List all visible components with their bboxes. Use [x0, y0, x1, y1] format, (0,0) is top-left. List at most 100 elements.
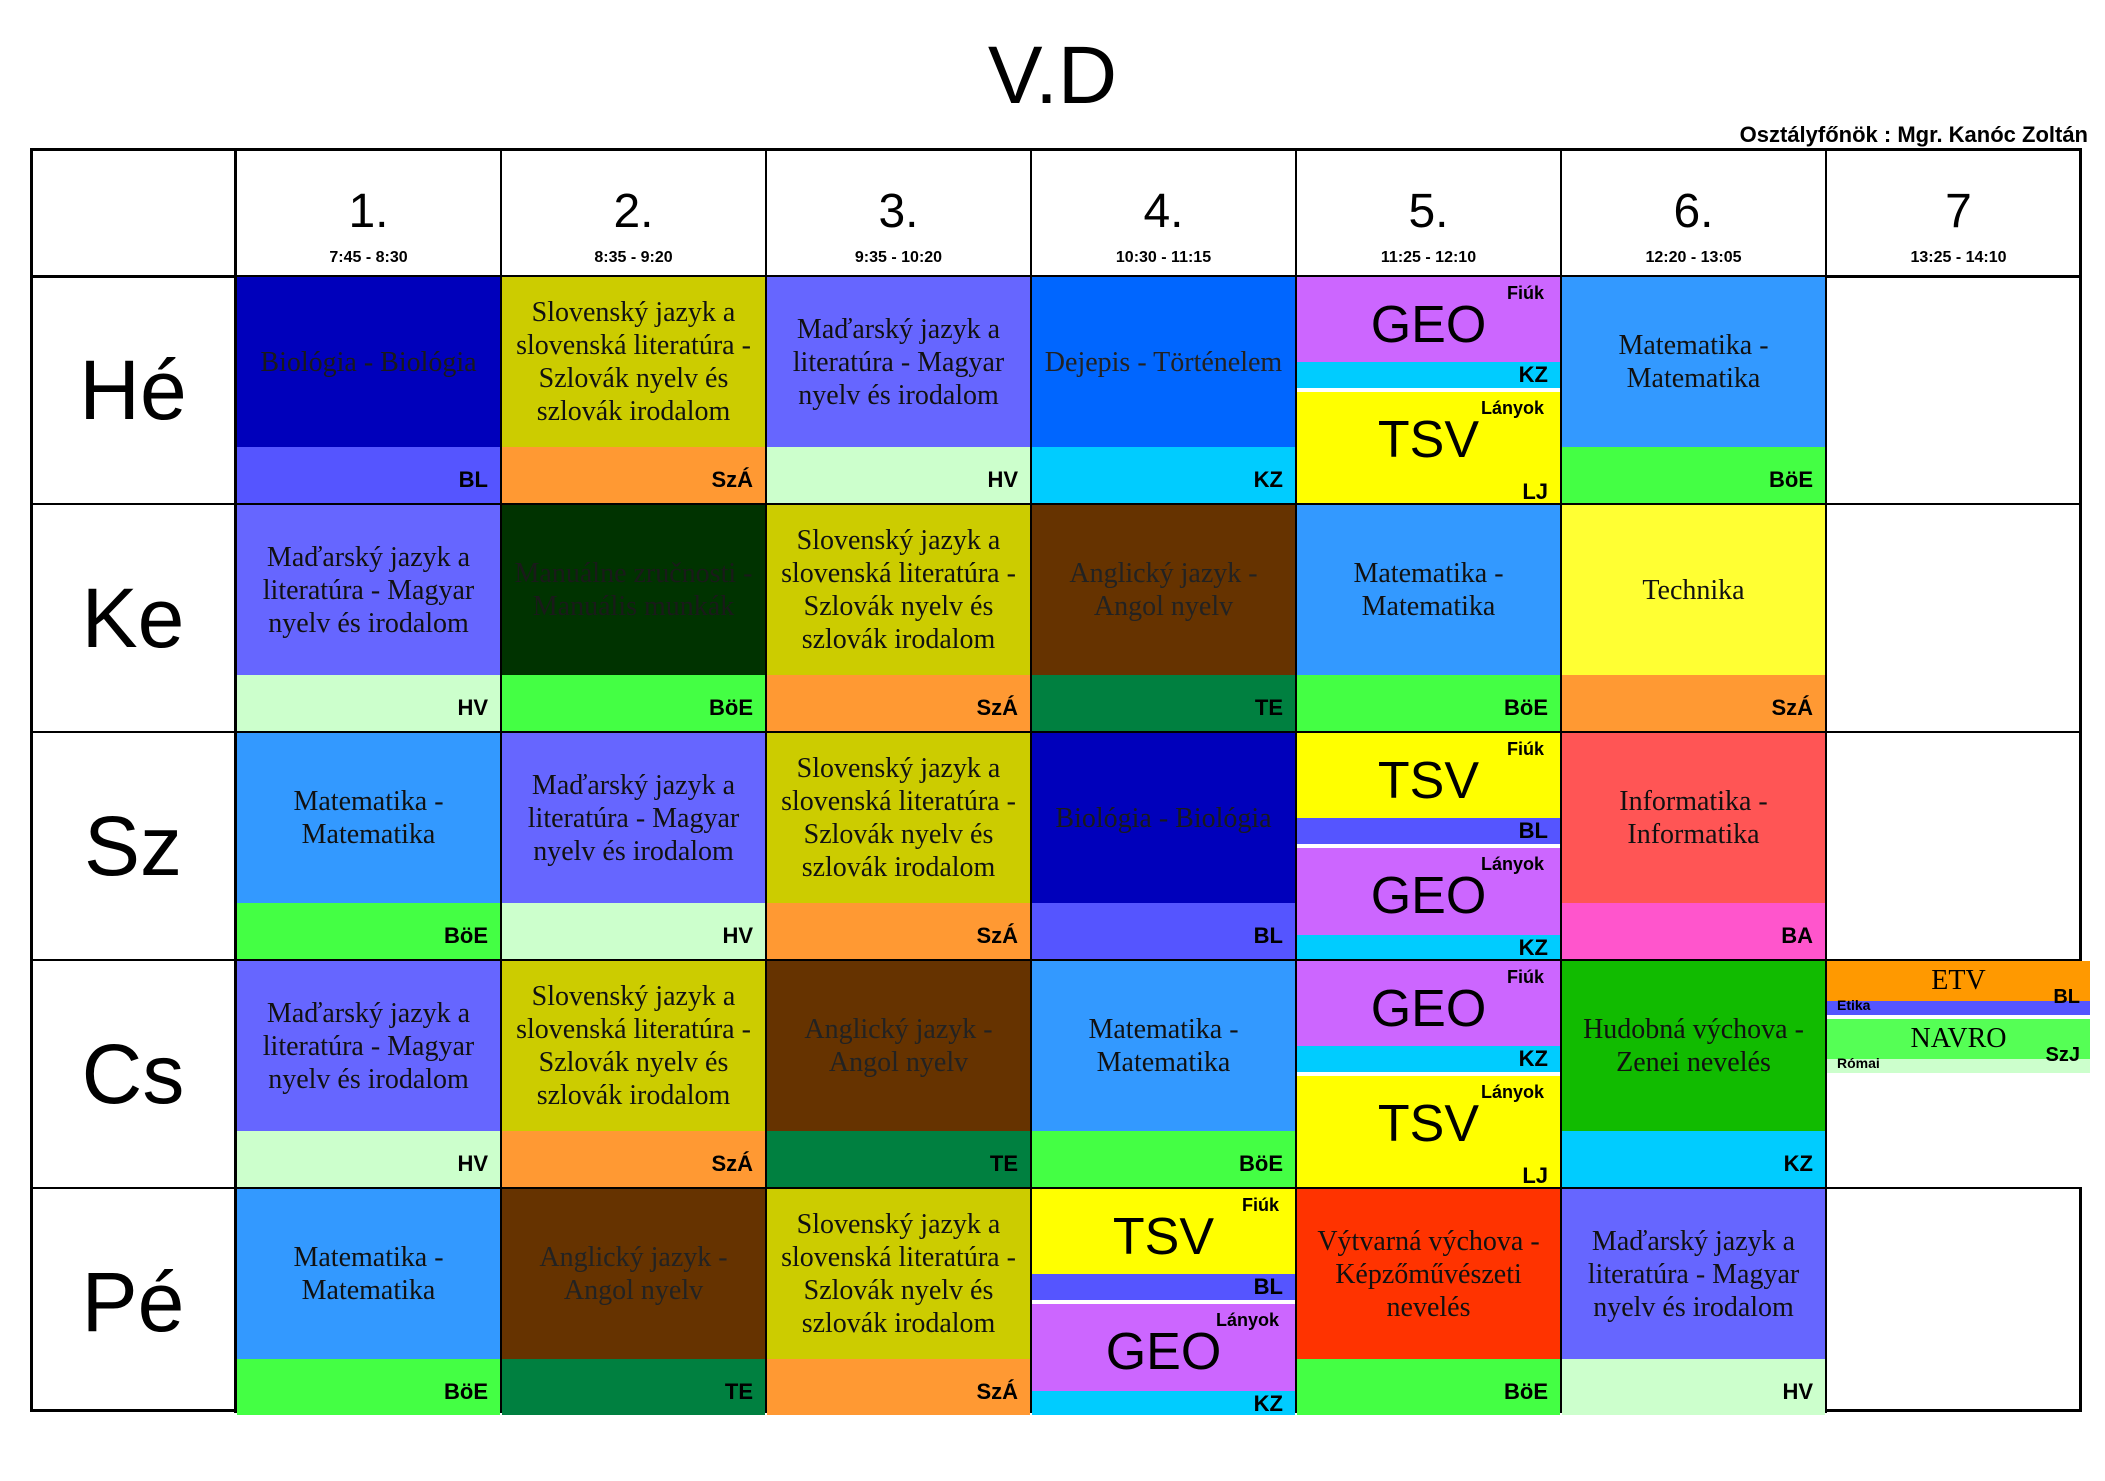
teacher-code: SzÁ — [711, 1151, 753, 1176]
lesson-subject-area: Matematika - Matematika — [237, 733, 500, 903]
lesson-subject-area: Maďarský jazyk a literatúra - Magyar nye… — [237, 961, 500, 1131]
column-divider — [1295, 151, 1297, 1413]
group-lesson[interactable]: Fiúk TSV BL — [1297, 733, 1560, 844]
lesson-cell[interactable]: Matematika - Matematika BöE — [237, 733, 500, 959]
lesson-cell[interactable]: Manuálne zručnosti - Manuális munkák BöE — [502, 505, 765, 731]
lesson-subject: Matematika - Matematika — [1353, 558, 1504, 622]
lesson-cell[interactable]: Maďarský jazyk a literatúra - Magyar nye… — [767, 277, 1030, 503]
teacher-code: BL — [2053, 986, 2080, 1008]
period-time: 11:25 - 12:10 — [1380, 249, 1477, 266]
lesson-cell[interactable]: Matematika - Matematika BöE — [1562, 277, 1825, 503]
split-lesson-cell[interactable]: Fiúk GEO KZ Lányok TSV LJ — [1297, 277, 1560, 503]
lesson-cell[interactable]: Výtvarná výchova - Képzőművészeti nevelé… — [1297, 1189, 1560, 1415]
lesson-cell[interactable]: Slovenský jazyk a slovenská literatúra -… — [502, 277, 765, 503]
lesson-subject: Slovenský jazyk a slovenská literatúra -… — [781, 753, 1016, 883]
lesson-cell[interactable]: Slovenský jazyk a slovenská literatúra -… — [502, 961, 765, 1187]
lesson-subject-area: Slovenský jazyk a slovenská literatúra -… — [767, 1189, 1030, 1359]
class-teacher: Osztályfőnök : Mgr. Kanóc Zoltán — [1739, 122, 2088, 147]
lesson-cell[interactable]: Anglický jazyk - Angol nyelv TE — [1032, 505, 1295, 731]
lesson-cell[interactable]: Biológia - Biológia BL — [237, 277, 500, 503]
teacher-code: SzÁ — [711, 467, 753, 492]
lesson-cell[interactable]: Maďarský jazyk a literatúra - Magyar nye… — [237, 961, 500, 1187]
lesson-cell[interactable]: Slovenský jazyk a slovenská literatúra -… — [767, 1189, 1030, 1415]
teacher-bar: LJ — [1297, 1163, 1560, 1187]
lesson-cell[interactable]: Matematika - Matematika BöE — [237, 1189, 500, 1415]
lesson-cell[interactable]: Anglický jazyk - Angol nyelv TE — [767, 961, 1030, 1187]
lesson-subject-area: Hudobná výchova - Zenei nevelés — [1562, 961, 1825, 1131]
teacher-code: SzÁ — [1771, 695, 1813, 720]
teacher-bar: BöE — [1032, 1131, 1295, 1187]
elective-lesson[interactable]: ETV Etika BL — [1827, 961, 2090, 1015]
teacher-bar: BL — [1297, 818, 1560, 844]
group-subject: GEO — [1370, 980, 1487, 1038]
elective-lesson[interactable]: NAVRO Római SzJ — [1827, 1019, 2090, 1073]
period-time: 12:20 - 13:05 — [1645, 249, 1742, 266]
group-subject: TSV — [1377, 1095, 1480, 1153]
lesson-cell[interactable]: Slovenský jazyk a slovenská literatúra -… — [767, 505, 1030, 731]
group-lesson[interactable]: Fiúk GEO KZ — [1297, 961, 1560, 1072]
teacher-code: LJ — [1522, 1163, 1548, 1187]
lesson-cell[interactable]: Dejepis - Történelem KZ — [1032, 277, 1295, 503]
split-lesson-cell[interactable]: Fiúk TSV BL Lányok GEO KZ — [1297, 733, 1560, 959]
teacher-bar: BöE — [1297, 675, 1560, 731]
column-divider — [1825, 151, 1827, 1413]
period-number: 7 — [1945, 185, 1972, 238]
teacher-bar: KZ — [1297, 935, 1560, 959]
period-header: 4. 10:30 - 11:15 — [1031, 151, 1296, 273]
group-lesson[interactable]: Fiúk TSV BL — [1032, 1189, 1295, 1300]
group-label: Lányok — [1480, 854, 1544, 874]
lesson-cell[interactable]: Informatika - Informatika BA — [1562, 733, 1825, 959]
teacher-bar: KZ — [1562, 1131, 1825, 1187]
lesson-cell[interactable]: Technika SzÁ — [1562, 505, 1825, 731]
period-time: 9:35 - 10:20 — [854, 249, 943, 266]
lesson-cell[interactable]: Maďarský jazyk a literatúra - Magyar nye… — [1562, 1189, 1825, 1415]
lesson-subject-area: Maďarský jazyk a literatúra - Magyar nye… — [502, 733, 765, 903]
lesson-subject: Technika — [1642, 574, 1745, 606]
lesson-subject-area: Maďarský jazyk a literatúra - Magyar nye… — [767, 277, 1030, 447]
teacher-bar: SzÁ — [1562, 675, 1825, 731]
elective-cell[interactable]: ETV Etika BL NAVRO Római SzJ — [1827, 961, 2090, 1187]
group-lesson[interactable]: Fiúk GEO KZ — [1297, 277, 1560, 388]
day-header: Sz — [83, 799, 183, 893]
lesson-cell[interactable]: Hudobná výchova - Zenei nevelés KZ — [1562, 961, 1825, 1187]
row-divider — [33, 1187, 2079, 1189]
lesson-subject-area: Anglický jazyk - Angol nyelv — [1032, 505, 1295, 675]
teacher-bar: SzÁ — [767, 1359, 1030, 1415]
teacher-code: KZ — [1518, 362, 1548, 387]
lesson-subject-area: Maďarský jazyk a literatúra - Magyar nye… — [237, 505, 500, 675]
teacher-bar: BöE — [237, 1359, 500, 1415]
column-divider — [500, 151, 502, 1413]
day-header: Ke — [81, 571, 185, 665]
row-divider — [33, 275, 2079, 278]
split-lesson-cell[interactable]: Fiúk GEO KZ Lányok TSV LJ — [1297, 961, 1560, 1187]
teacher-bar: BöE — [1562, 447, 1825, 503]
period-header: 2. 8:35 - 9:20 — [501, 151, 766, 273]
lesson-subject: Matematika - Matematika — [1618, 330, 1769, 394]
lesson-cell[interactable]: Matematika - Matematika BöE — [1032, 961, 1295, 1187]
group-lesson[interactable]: Lányok TSV LJ — [1297, 390, 1560, 503]
group-lesson[interactable]: Lányok GEO KZ — [1032, 1302, 1295, 1415]
lesson-cell[interactable]: Biológia - Biológia BL — [1032, 733, 1295, 959]
split-lesson-cell[interactable]: Fiúk TSV BL Lányok GEO KZ — [1032, 1189, 1295, 1415]
lesson-subject: Maďarský jazyk a literatúra - Magyar nye… — [262, 997, 475, 1095]
lesson-subject-area: Biológia - Biológia — [237, 277, 500, 447]
lesson-subject: Maďarský jazyk a literatúra - Magyar nye… — [262, 541, 475, 639]
elective-strip — [1827, 1059, 2090, 1073]
lesson-cell[interactable]: Anglický jazyk - Angol nyelv TE — [502, 1189, 765, 1415]
lesson-cell[interactable]: Maďarský jazyk a literatúra - Magyar nye… — [237, 505, 500, 731]
group-lesson[interactable]: Lányok TSV LJ — [1297, 1074, 1560, 1187]
teacher-bar: HV — [502, 903, 765, 959]
lesson-cell[interactable]: Matematika - Matematika BöE — [1297, 505, 1560, 731]
lesson-subject-area: Slovenský jazyk a slovenská literatúra -… — [502, 277, 765, 447]
lesson-cell[interactable]: Slovenský jazyk a slovenská literatúra -… — [767, 733, 1030, 959]
lesson-subject: Manuálne zručnosti - Manuális munkák — [514, 558, 753, 622]
teacher-bar: KZ — [1032, 1391, 1295, 1415]
lesson-cell[interactable]: Maďarský jazyk a literatúra - Magyar nye… — [502, 733, 765, 959]
teacher-bar: BöE — [502, 675, 765, 731]
lesson-subject: Dejepis - Történelem — [1044, 346, 1283, 378]
teacher-bar: SzÁ — [502, 1131, 765, 1187]
teacher-code: BöE — [444, 1379, 488, 1404]
teacher-bar: SzÁ — [767, 675, 1030, 731]
lesson-subject: Anglický jazyk - Angol nyelv — [1069, 558, 1258, 622]
group-lesson[interactable]: Lányok GEO KZ — [1297, 846, 1560, 959]
